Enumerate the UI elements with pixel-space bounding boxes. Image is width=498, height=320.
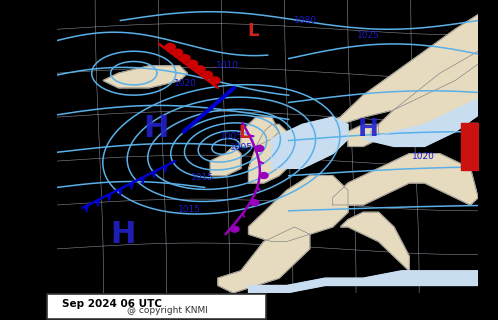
- Polygon shape: [249, 176, 348, 242]
- Polygon shape: [97, 199, 100, 207]
- Polygon shape: [164, 165, 167, 172]
- FancyBboxPatch shape: [47, 294, 266, 319]
- Polygon shape: [218, 227, 310, 293]
- Circle shape: [165, 44, 175, 51]
- Text: 1010: 1010: [216, 61, 239, 70]
- Polygon shape: [348, 124, 378, 146]
- Circle shape: [255, 146, 264, 151]
- Polygon shape: [249, 271, 478, 293]
- Text: H: H: [143, 114, 169, 143]
- Polygon shape: [108, 194, 111, 201]
- Text: L: L: [239, 124, 250, 142]
- Polygon shape: [103, 66, 187, 88]
- Circle shape: [210, 77, 220, 84]
- Polygon shape: [257, 187, 260, 190]
- Circle shape: [173, 49, 183, 56]
- Polygon shape: [241, 117, 279, 146]
- Polygon shape: [249, 135, 254, 136]
- Text: 1020: 1020: [412, 152, 435, 161]
- Circle shape: [231, 226, 239, 232]
- Circle shape: [180, 55, 190, 62]
- Text: 1015: 1015: [191, 173, 214, 182]
- Polygon shape: [259, 161, 263, 164]
- Polygon shape: [119, 188, 122, 195]
- Text: H: H: [358, 117, 379, 141]
- Polygon shape: [141, 177, 144, 184]
- Polygon shape: [242, 213, 245, 217]
- Text: H: H: [110, 220, 135, 249]
- Text: @ copyright KNMI: @ copyright KNMI: [127, 306, 208, 315]
- Polygon shape: [333, 154, 478, 205]
- Text: Sep 2024 06 UTC: Sep 2024 06 UTC: [62, 299, 162, 309]
- Polygon shape: [371, 51, 498, 139]
- Text: 1005: 1005: [230, 143, 253, 152]
- Circle shape: [259, 172, 268, 179]
- Polygon shape: [325, 15, 498, 124]
- Circle shape: [188, 60, 198, 67]
- Polygon shape: [153, 171, 156, 178]
- Circle shape: [195, 66, 205, 73]
- Text: 1005: 1005: [221, 132, 244, 141]
- Text: 1025: 1025: [357, 31, 380, 40]
- Text: L: L: [248, 22, 258, 40]
- Polygon shape: [210, 146, 241, 176]
- Polygon shape: [130, 182, 133, 189]
- Circle shape: [250, 200, 259, 205]
- Text: 1080: 1080: [294, 16, 317, 25]
- Text: 1015: 1015: [178, 205, 201, 214]
- Polygon shape: [85, 205, 88, 212]
- Polygon shape: [271, 117, 348, 168]
- Polygon shape: [340, 212, 409, 271]
- Text: 1020: 1020: [174, 79, 197, 88]
- Polygon shape: [249, 124, 302, 183]
- Circle shape: [202, 71, 213, 78]
- Polygon shape: [364, 95, 498, 146]
